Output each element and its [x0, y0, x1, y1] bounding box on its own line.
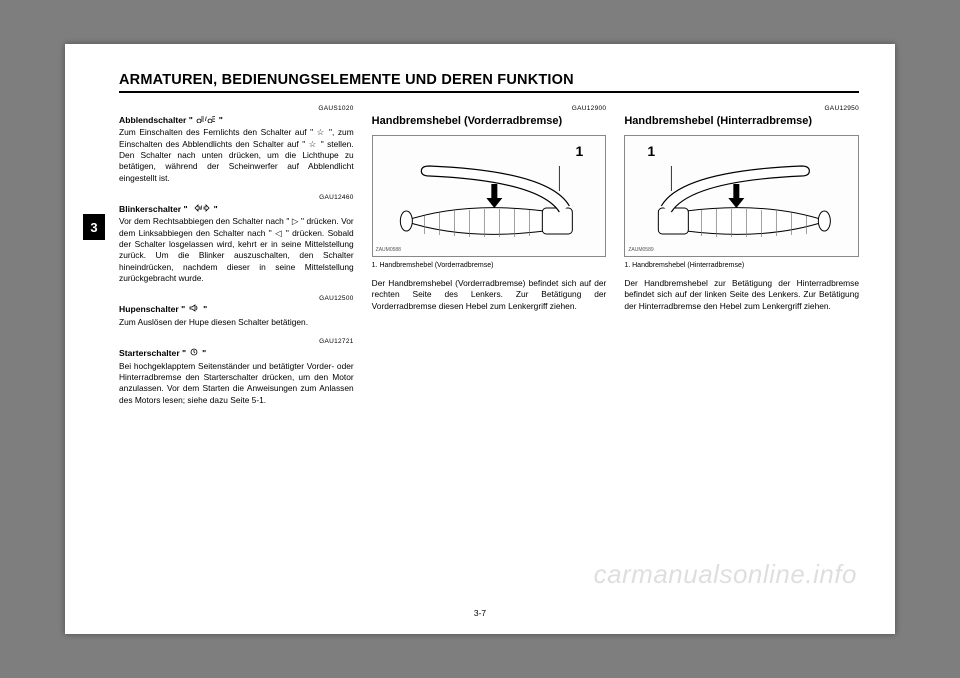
content-columns: GAUS1020 Abblendschalter " / " Zum Einsc… [119, 105, 859, 416]
turn-signal-icon: / [191, 204, 211, 212]
title-text: Hupenschalter " [119, 304, 185, 316]
column-2: GAU12900 Handbremshebel (Vorderradbremse… [372, 105, 607, 416]
title-text: Abblendschalter " [119, 115, 193, 127]
section-body: Vor dem Rechtsabbiegen den Schalter nach… [119, 216, 354, 284]
section-code: GAU12460 [119, 194, 354, 203]
figure-caption: 1. Handbremshebel (Vorderradbremse) [372, 261, 607, 270]
section-title-starterschalter: Starterschalter " " [119, 348, 354, 360]
manual-page: ARMATUREN, BEDIENUNGSELEMENTE UND DEREN … [65, 44, 895, 634]
section-code: GAU12900 [372, 105, 607, 114]
svg-text:/: / [205, 117, 207, 123]
high-low-beam-icon: / [196, 115, 216, 123]
title-text-suffix: " [203, 304, 207, 316]
rear-brake-lever-illustration [625, 136, 858, 256]
chapter-tab: 3 [83, 214, 105, 240]
front-brake-lever-illustration [373, 136, 606, 256]
section-title-blinkerschalter: Blinkerschalter " / " [119, 204, 354, 216]
figure-front-brake: 1 ZAUM0588 [372, 135, 607, 257]
section-title-hupenschalter: Hupenschalter " " [119, 304, 354, 316]
figure-callout-number: 1 [576, 142, 584, 161]
section-body: Der Handbremshebel zur Betätigung der Hi… [624, 278, 859, 312]
title-text: Starterschalter " [119, 348, 186, 360]
svg-text:/: / [200, 206, 202, 212]
section-code: GAU12500 [119, 295, 354, 304]
figure-code: ZAUM0589 [628, 247, 653, 254]
figure-callout-number: 1 [647, 142, 655, 161]
section-body: Zum Einschalten des Fernlichts den Schal… [119, 127, 354, 184]
title-text-suffix: " [219, 115, 223, 127]
page-header: ARMATUREN, BEDIENUNGSELEMENTE UND DEREN … [119, 72, 859, 93]
section-title-front-brake: Handbremshebel (Vorderradbremse) [372, 115, 607, 129]
title-text-suffix: " [202, 348, 206, 360]
section-body: Bei hochgeklapptem Seitenständer und bet… [119, 361, 354, 406]
column-1: GAUS1020 Abblendschalter " / " Zum Einsc… [119, 105, 354, 416]
watermark: carmanualsonline.info [594, 559, 857, 590]
section-body: Zum Auslösen der Hupe diesen Schalter be… [119, 317, 354, 328]
figure-rear-brake: 1 ZAUM0589 [624, 135, 859, 257]
section-code: GAUS1020 [119, 105, 354, 114]
section-code: GAU12721 [119, 338, 354, 347]
page-number: 3-7 [474, 608, 486, 618]
section-code: GAU12950 [624, 105, 859, 114]
starter-icon [189, 348, 199, 356]
horn-icon [188, 304, 200, 312]
section-title-abblendschalter: Abblendschalter " / " [119, 115, 354, 127]
title-text-suffix: " [214, 204, 218, 216]
column-3: GAU12950 Handbremshebel (Hinterradbremse… [624, 105, 859, 416]
figure-code: ZAUM0588 [376, 247, 401, 254]
section-body: Der Handbremshebel (Vorderradbremse) bef… [372, 278, 607, 312]
title-text: Blinkerschalter " [119, 204, 188, 216]
figure-caption: 1. Handbremshebel (Hinterradbremse) [624, 261, 859, 270]
section-title-rear-brake: Handbremshebel (Hinterradbremse) [624, 115, 859, 129]
